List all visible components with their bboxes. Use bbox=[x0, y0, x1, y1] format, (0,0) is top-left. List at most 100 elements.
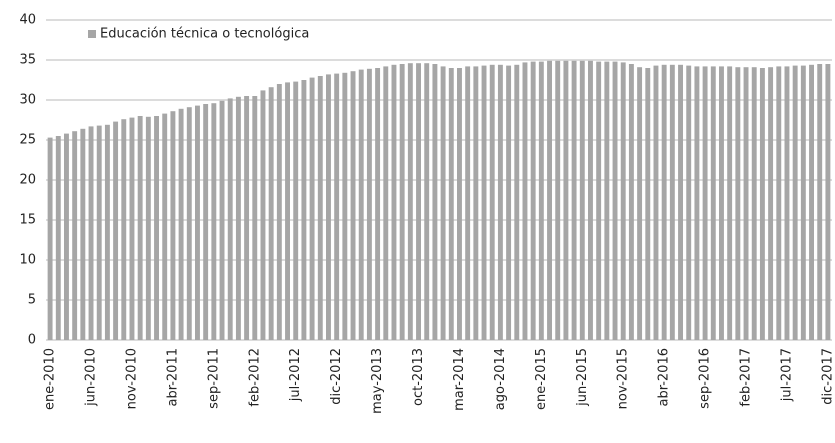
bar bbox=[72, 131, 78, 340]
bar bbox=[604, 61, 610, 340]
x-tick-label: ene-2015 bbox=[534, 348, 549, 410]
bar bbox=[244, 96, 250, 340]
bar bbox=[596, 61, 602, 340]
bar bbox=[407, 63, 413, 340]
x-tick-label: mar-2014 bbox=[452, 348, 467, 411]
bar bbox=[154, 116, 159, 340]
bar bbox=[473, 66, 479, 341]
bar bbox=[104, 124, 110, 340]
bar bbox=[276, 84, 282, 340]
x-tick-label: may-2013 bbox=[370, 348, 385, 414]
bar bbox=[203, 104, 209, 340]
bar bbox=[809, 64, 814, 341]
bar bbox=[375, 68, 381, 340]
bar bbox=[530, 61, 536, 340]
bar bbox=[514, 64, 520, 341]
x-tick-label: jun-2015 bbox=[575, 348, 590, 407]
x-tick-label: abr-2016 bbox=[657, 348, 672, 407]
bar bbox=[678, 64, 683, 341]
y-tick-label: 35 bbox=[19, 53, 36, 68]
bar bbox=[268, 87, 274, 340]
bar bbox=[432, 64, 438, 340]
bar bbox=[235, 96, 241, 340]
bar bbox=[383, 66, 389, 341]
bar bbox=[186, 107, 192, 340]
bar bbox=[612, 61, 618, 340]
bar bbox=[645, 68, 651, 340]
bar bbox=[391, 64, 397, 341]
legend-swatch bbox=[88, 30, 96, 38]
bar bbox=[628, 64, 634, 340]
bar bbox=[448, 68, 454, 340]
bar bbox=[719, 66, 724, 341]
x-tick-label: feb-2017 bbox=[739, 348, 754, 407]
bar bbox=[424, 63, 430, 340]
bar bbox=[129, 117, 135, 340]
bar bbox=[457, 68, 462, 340]
y-tick-label: 20 bbox=[19, 173, 36, 188]
bar bbox=[653, 65, 659, 340]
bar bbox=[669, 64, 675, 341]
y-tick-label: 25 bbox=[19, 133, 36, 148]
bar bbox=[113, 121, 119, 340]
x-tick-label: ene-2010 bbox=[43, 348, 58, 410]
bar bbox=[326, 74, 331, 341]
bar bbox=[178, 108, 184, 340]
bar bbox=[489, 64, 495, 341]
bar bbox=[342, 72, 348, 341]
bar bbox=[637, 67, 643, 340]
bar bbox=[465, 66, 471, 341]
x-tick-label: jul-2012 bbox=[288, 348, 303, 402]
bar bbox=[137, 116, 143, 340]
x-tick-label: jun-2010 bbox=[84, 348, 99, 407]
bar bbox=[219, 100, 225, 340]
y-tick-label: 40 bbox=[19, 13, 36, 28]
bar bbox=[776, 66, 782, 341]
bar bbox=[620, 62, 626, 341]
bar bbox=[96, 125, 102, 340]
x-tick-label: oct-2013 bbox=[411, 348, 426, 406]
bar bbox=[285, 82, 290, 341]
bar bbox=[366, 68, 372, 341]
y-tick-label: 0 bbox=[28, 333, 36, 348]
x-tick-label: sep-2011 bbox=[206, 348, 221, 409]
bar bbox=[350, 71, 356, 340]
bar bbox=[784, 66, 790, 341]
bar bbox=[768, 67, 774, 340]
bar bbox=[145, 116, 151, 340]
bar bbox=[661, 64, 667, 341]
bar bbox=[211, 103, 217, 340]
bar bbox=[522, 62, 528, 341]
y-tick-label: 15 bbox=[19, 213, 36, 228]
x-tick-label: dic-2017 bbox=[820, 348, 835, 405]
bar bbox=[571, 60, 577, 341]
bar bbox=[80, 128, 86, 340]
legend-label: Educación técnica o tecnológica bbox=[100, 27, 309, 42]
bar bbox=[555, 60, 561, 341]
bar bbox=[358, 69, 364, 340]
y-tick-label: 10 bbox=[19, 253, 36, 268]
bar bbox=[547, 60, 552, 341]
bar bbox=[47, 137, 53, 340]
bar bbox=[64, 133, 69, 340]
bar bbox=[743, 67, 749, 340]
bar bbox=[759, 68, 765, 340]
bar bbox=[55, 136, 61, 340]
bar bbox=[195, 105, 200, 340]
bar bbox=[481, 65, 487, 340]
x-tick-label: dic-2012 bbox=[329, 348, 344, 405]
y-tick-label: 30 bbox=[19, 93, 36, 108]
bar bbox=[727, 66, 733, 341]
bar bbox=[710, 66, 716, 341]
bar bbox=[538, 61, 544, 340]
bar bbox=[497, 64, 503, 341]
bar bbox=[440, 66, 446, 341]
x-tick-label: nov-2015 bbox=[616, 348, 631, 409]
bar bbox=[170, 111, 176, 340]
bar bbox=[317, 76, 323, 340]
x-tick-label: sep-2016 bbox=[698, 348, 713, 409]
bar bbox=[506, 65, 512, 340]
x-tick-label: nov-2010 bbox=[124, 348, 139, 409]
x-tick-label: abr-2011 bbox=[165, 348, 180, 407]
bar bbox=[293, 81, 299, 340]
